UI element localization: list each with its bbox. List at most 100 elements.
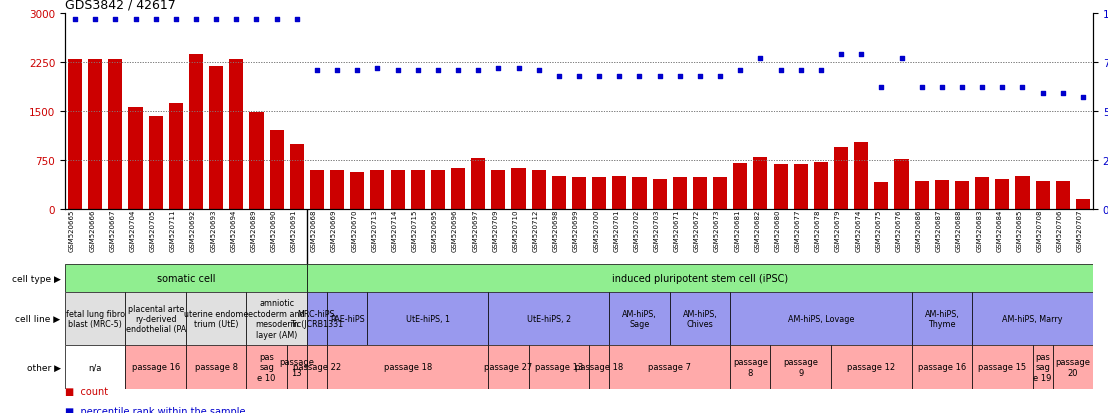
- Text: GSM520696: GSM520696: [452, 209, 458, 252]
- Bar: [733, 164, 747, 209]
- Point: [207, 17, 225, 23]
- Text: GSM520710: GSM520710: [513, 209, 519, 252]
- Text: passage 15: passage 15: [978, 363, 1026, 372]
- Bar: [1056, 181, 1070, 209]
- Point: [731, 67, 749, 74]
- Bar: [148, 117, 163, 209]
- Bar: [995, 179, 1009, 209]
- Point: [268, 17, 286, 23]
- Point: [409, 67, 427, 74]
- Bar: [692, 178, 707, 209]
- Bar: [65, 264, 307, 292]
- Text: cell type ▶: cell type ▶: [12, 274, 61, 283]
- Text: passage
20: passage 20: [1055, 357, 1090, 377]
- Text: passage 27: passage 27: [484, 363, 533, 372]
- Point: [106, 17, 124, 23]
- Text: somatic cell: somatic cell: [156, 273, 215, 283]
- Point: [994, 85, 1012, 92]
- Bar: [1033, 345, 1053, 389]
- Text: GSM520698: GSM520698: [553, 209, 558, 252]
- Text: passage 18: passage 18: [383, 363, 432, 372]
- Text: n/a: n/a: [89, 363, 102, 372]
- Text: GSM520684: GSM520684: [996, 209, 1003, 252]
- Bar: [307, 292, 327, 345]
- Bar: [1053, 345, 1092, 389]
- Bar: [310, 171, 324, 209]
- Bar: [770, 345, 831, 389]
- Text: AM-hiPS,
Sage: AM-hiPS, Sage: [622, 309, 657, 328]
- Text: GSM520707: GSM520707: [1077, 209, 1083, 252]
- Bar: [753, 157, 768, 209]
- Bar: [186, 292, 246, 345]
- Bar: [290, 145, 304, 209]
- Point: [852, 52, 870, 58]
- Bar: [330, 171, 345, 209]
- Point: [288, 17, 306, 23]
- Bar: [327, 345, 489, 389]
- Bar: [669, 292, 730, 345]
- Point: [751, 56, 769, 62]
- Point: [530, 67, 547, 74]
- Bar: [773, 164, 788, 209]
- Bar: [653, 180, 667, 209]
- Text: GSM520685: GSM520685: [1016, 209, 1023, 252]
- Bar: [912, 292, 972, 345]
- Point: [812, 67, 830, 74]
- Bar: [1036, 181, 1049, 209]
- Bar: [368, 292, 489, 345]
- Text: GSM520694: GSM520694: [230, 209, 236, 252]
- Bar: [451, 169, 465, 209]
- Point: [1074, 95, 1091, 101]
- Text: GSM520702: GSM520702: [634, 209, 639, 252]
- Point: [429, 67, 447, 74]
- Bar: [65, 345, 125, 389]
- Text: GSM520667: GSM520667: [110, 209, 115, 252]
- Text: GSM520668: GSM520668: [311, 209, 317, 252]
- Point: [470, 67, 488, 74]
- Bar: [914, 181, 929, 209]
- Bar: [854, 143, 869, 209]
- Point: [691, 73, 709, 80]
- Bar: [471, 159, 485, 209]
- Bar: [209, 66, 223, 209]
- Text: GSM520665: GSM520665: [69, 209, 75, 252]
- Bar: [955, 181, 970, 209]
- Point: [893, 56, 911, 62]
- Point: [126, 17, 144, 23]
- Point: [792, 67, 810, 74]
- Bar: [529, 345, 589, 389]
- Point: [1054, 91, 1071, 97]
- Point: [227, 17, 245, 23]
- Text: passage 16: passage 16: [917, 363, 966, 372]
- Point: [571, 73, 588, 80]
- Point: [671, 73, 689, 80]
- Bar: [287, 345, 307, 389]
- Bar: [793, 164, 808, 209]
- Point: [650, 73, 668, 80]
- Point: [832, 52, 850, 58]
- Text: GSM520676: GSM520676: [895, 209, 902, 252]
- Point: [872, 85, 890, 92]
- Text: GSM520714: GSM520714: [391, 209, 398, 252]
- Bar: [609, 345, 730, 389]
- Text: GSM520666: GSM520666: [90, 209, 95, 252]
- Text: passage
8: passage 8: [732, 357, 768, 377]
- Text: UtE-hiPS, 2: UtE-hiPS, 2: [526, 314, 571, 323]
- Text: GSM520686: GSM520686: [915, 209, 922, 252]
- Text: AM-hiPS, Marry: AM-hiPS, Marry: [1003, 314, 1063, 323]
- Text: GSM520678: GSM520678: [814, 209, 821, 252]
- Bar: [129, 108, 143, 209]
- Bar: [125, 345, 186, 389]
- Bar: [189, 55, 203, 209]
- Point: [147, 17, 165, 23]
- Point: [510, 65, 527, 72]
- Point: [711, 73, 729, 80]
- Bar: [552, 177, 566, 209]
- Text: uterine endome
trium (UtE): uterine endome trium (UtE): [184, 309, 248, 328]
- Text: fetal lung fibro
blast (MRC-5): fetal lung fibro blast (MRC-5): [65, 309, 125, 328]
- Bar: [1015, 176, 1029, 209]
- Bar: [350, 173, 365, 209]
- Text: GSM520695: GSM520695: [432, 209, 438, 252]
- Text: GSM520687: GSM520687: [936, 209, 942, 252]
- Text: passage 7: passage 7: [648, 363, 691, 372]
